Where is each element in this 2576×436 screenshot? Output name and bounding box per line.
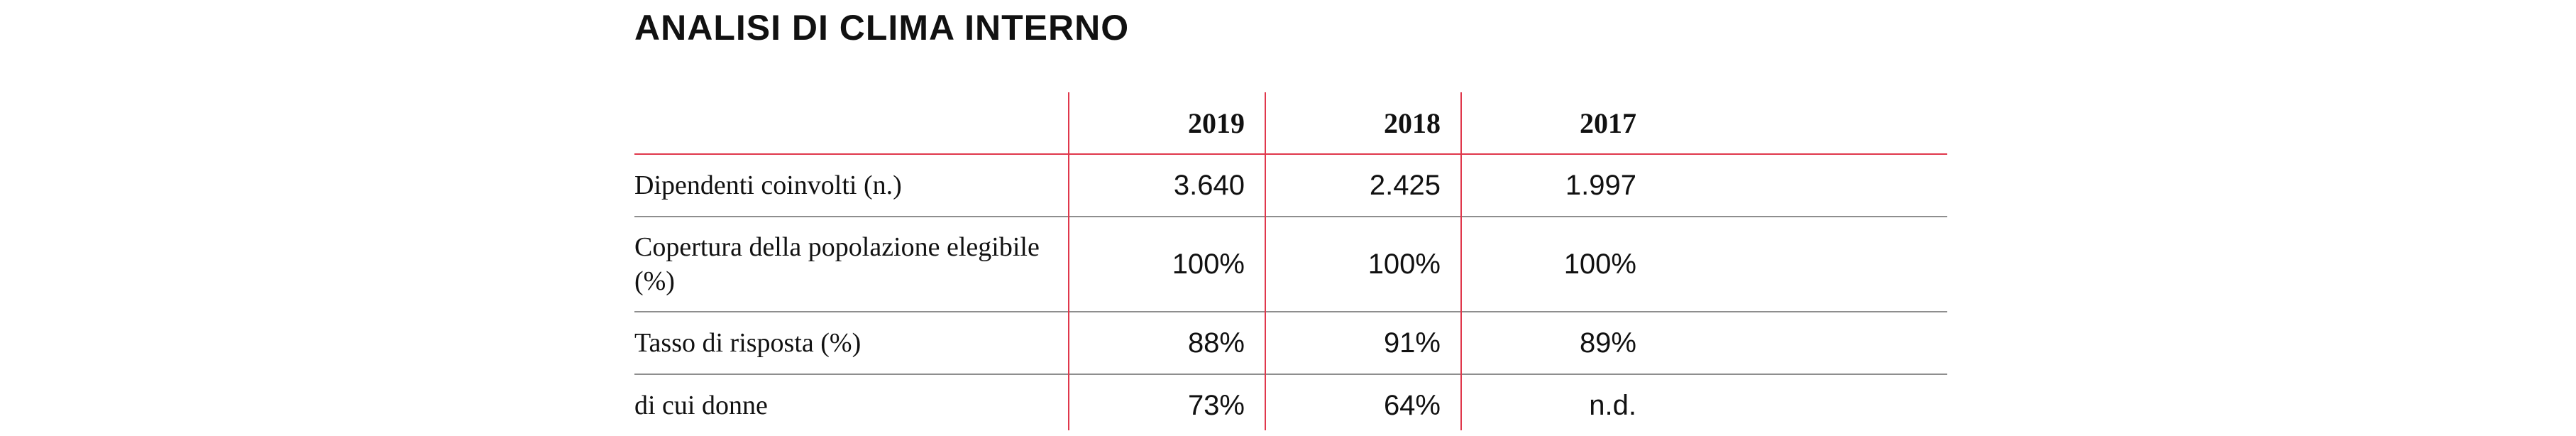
cell-value: 1.997 (1565, 169, 1636, 201)
cell-value: 88% (1187, 327, 1245, 359)
page-title: ANALISI DI CLIMA INTERNO (634, 8, 1130, 48)
cell-value: 2.425 (1369, 169, 1441, 201)
climate-table: 2019 2018 2017 Dipendenti coinvolti (n.)… (634, 92, 1947, 436)
column-header-2018: 2018 (1384, 107, 1441, 139)
row-label: di cui donne (634, 391, 768, 420)
row-label: Dipendenti coinvolti (n.) (634, 170, 902, 200)
cell-value: 64% (1383, 389, 1441, 421)
cell-value: 91% (1383, 327, 1441, 359)
table-row: Dipendenti coinvolti (n.) 3.640 2.425 1.… (634, 155, 1947, 217)
cell-value: 89% (1579, 327, 1636, 359)
cell-value: 3.640 (1173, 169, 1245, 201)
cell-value: 100% (1367, 248, 1441, 280)
column-header-2019: 2019 (1188, 107, 1245, 139)
cell-value: 100% (1172, 248, 1245, 280)
column-divider (1265, 92, 1266, 430)
table-row: di cui donne 73% 64% n.d. (634, 375, 1947, 436)
column-divider (1068, 92, 1069, 430)
table-header-row: 2019 2018 2017 (634, 92, 1947, 155)
cell-value: 73% (1187, 389, 1245, 421)
row-label: Copertura della popolazione elegibile (%… (634, 232, 1040, 296)
table-row: Tasso di risposta (%) 88% 91% 89% (634, 312, 1947, 375)
row-label: Tasso di risposta (%) (634, 328, 862, 358)
table-row: Copertura della popolazione elegibile (%… (634, 217, 1947, 312)
column-divider (1460, 92, 1462, 430)
cell-value: n.d. (1589, 389, 1636, 421)
cell-value: 100% (1563, 248, 1636, 280)
column-header-2017: 2017 (1580, 107, 1636, 139)
